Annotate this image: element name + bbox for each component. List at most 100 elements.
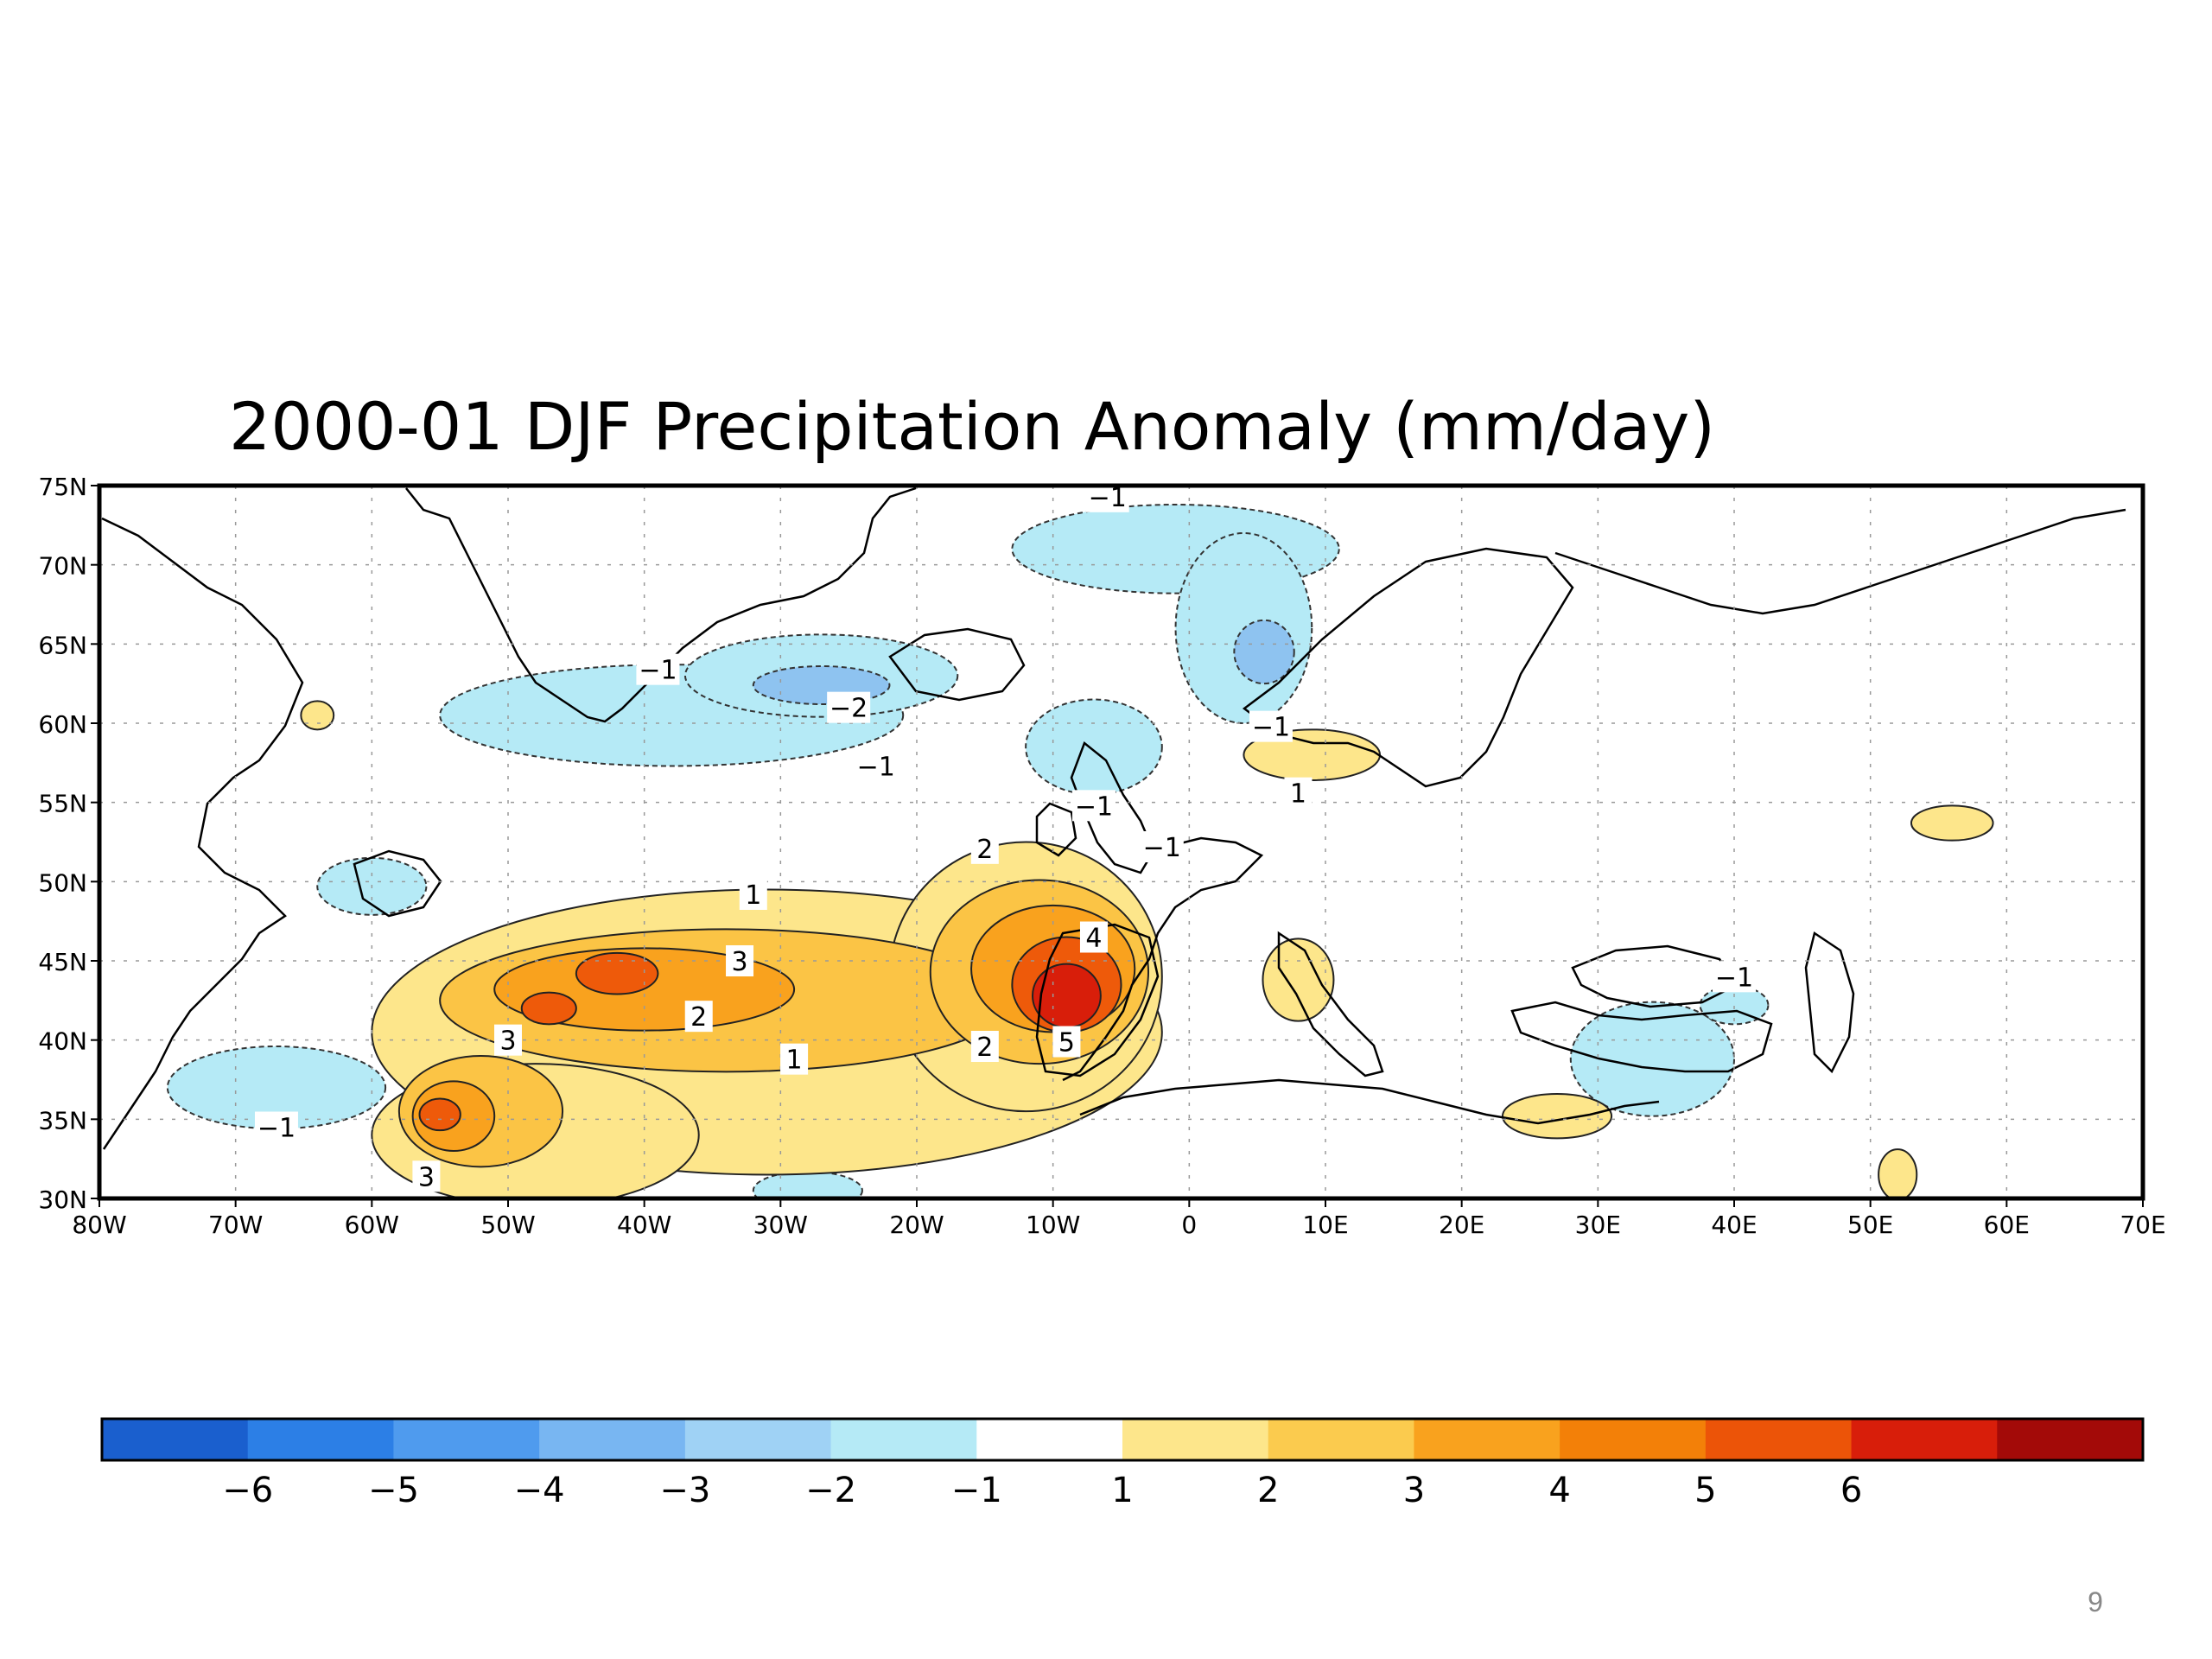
- lat-tick-label-6: 45N: [38, 948, 87, 976]
- contour-label-10: 3: [731, 947, 747, 977]
- colorbar-swatch-8: [1268, 1419, 1414, 1460]
- contour-label-box-17: [1713, 961, 1756, 993]
- lon-tick-label-5: 30W: [753, 1211, 808, 1239]
- contour-label-box-2: [827, 691, 871, 723]
- contour-label-8: 2: [976, 835, 993, 865]
- colorbar-swatch-9: [1414, 1419, 1560, 1460]
- coastlines: [101, 486, 2126, 1150]
- contour-label-4: −1: [1075, 791, 1113, 822]
- contour-label-11: 2: [690, 1002, 707, 1033]
- contour-label-2: −2: [830, 694, 868, 724]
- anomaly-region-5: [1233, 619, 1295, 685]
- contour-label-box-5: [1140, 831, 1184, 862]
- contour-label-box-18: [254, 1111, 298, 1143]
- colorbar-label-9: 4: [1548, 1471, 1570, 1510]
- colorbar-swatch-1: [247, 1419, 394, 1460]
- lon-tick-label-15: 70E: [2120, 1211, 2165, 1239]
- colorbar-label-1: −5: [368, 1471, 419, 1510]
- colorbar-label-10: 5: [1694, 1471, 1716, 1510]
- lon-tick-label-13: 50E: [1847, 1211, 1893, 1239]
- colorbar-swatch-6: [976, 1419, 1123, 1460]
- coastline-black-sea: [1571, 944, 1738, 1008]
- map-frame: [97, 483, 2145, 1201]
- contour-label-box-11: [684, 1001, 713, 1033]
- contour-label-box-6: [1249, 710, 1293, 742]
- lat-tick-label-5: 50N: [38, 868, 87, 897]
- anomaly-region-6: [1025, 698, 1163, 796]
- lon-tick-label-0: 80W: [72, 1211, 126, 1239]
- contour-label-7: 1: [1290, 779, 1306, 810]
- coastline-greece-turkey: [1510, 1001, 1773, 1073]
- lat-tick-label-8: 35N: [38, 1106, 87, 1135]
- page-number: 9: [2088, 1586, 2103, 1618]
- colorbar-label-8: 3: [1403, 1471, 1425, 1510]
- colorbar-label-0: −6: [222, 1471, 273, 1510]
- coastline-russia-north: [1554, 508, 2126, 615]
- lon-tick-label-9: 10E: [1302, 1211, 1348, 1239]
- lat-tick-label-2: 65N: [38, 631, 87, 659]
- coastline-greenland: [405, 486, 917, 723]
- colorbar-swatch-7: [1122, 1419, 1269, 1460]
- colorbar-label-4: −2: [805, 1471, 856, 1510]
- coastline-europe-west: [1062, 836, 1264, 1082]
- contour-label-13: 1: [786, 1046, 803, 1076]
- lon-tick-label-3: 50W: [480, 1211, 535, 1239]
- lon-tick-label-1: 70W: [208, 1211, 263, 1239]
- contour-label-box-9: [739, 879, 767, 910]
- lon-tick-label-4: 40W: [617, 1211, 671, 1239]
- lat-tick-label-1: 70N: [38, 552, 87, 581]
- contour-label-19: 3: [418, 1162, 435, 1192]
- colorbar-swatch-12: [1851, 1419, 1998, 1460]
- contour-label-box-1: [636, 653, 680, 685]
- contour-label-14: 2: [976, 1033, 993, 1063]
- contour-label-5: −1: [1143, 833, 1181, 863]
- colorbar-swatch-10: [1560, 1419, 1707, 1460]
- colorbar-swatch-2: [393, 1419, 540, 1460]
- anomaly-shading: [166, 504, 1994, 1198]
- contour-label-box-8: [970, 832, 999, 864]
- coastline-north-america: [101, 517, 304, 1150]
- anomaly-region-16: [1910, 804, 1994, 842]
- contour-label-box-16: [1052, 1026, 1081, 1058]
- anomaly-region-30: [418, 1097, 461, 1132]
- anomaly-region-15: [1501, 1093, 1613, 1140]
- contour-label-16: 5: [1058, 1028, 1075, 1058]
- map-title: 2000-01 DJF Precipitation Anomaly (mm/da…: [229, 388, 1715, 465]
- contour-label-9: 1: [745, 880, 761, 911]
- coastline-scandinavia: [1242, 547, 1574, 788]
- lon-tick-label-8: 0: [1181, 1211, 1197, 1239]
- contour-label-17: −1: [1715, 963, 1753, 993]
- anomaly-region-17: [1878, 1148, 1918, 1198]
- lat-tick-label-7: 40N: [38, 1027, 87, 1056]
- anomaly-region-9: [1569, 1001, 1736, 1117]
- lat-tick-label-0: 75N: [38, 473, 87, 501]
- lon-tick-label-7: 10W: [1026, 1211, 1080, 1239]
- coastline-caspian: [1804, 931, 1855, 1074]
- colorbar-swatch-0: [102, 1419, 249, 1460]
- longitude-axis: 80W 70W 60W 50W 40W 30W 20W 10W 0 10E 20E 30E 40E 50E…: [72, 1198, 2166, 1239]
- contour-label-6: −1: [1252, 713, 1290, 743]
- contour-label-box-15: [1079, 921, 1108, 953]
- lat-tick-label-4: 55N: [38, 790, 87, 818]
- colorbar-label-3: −3: [659, 1471, 710, 1510]
- map-gridlines: [99, 486, 2143, 1198]
- colorbar-swatch-4: [684, 1419, 832, 1460]
- contour-label-box-12: [494, 1024, 522, 1056]
- anomaly-region-28: [520, 991, 577, 1026]
- coastline-north-africa: [1079, 1078, 1660, 1125]
- lon-tick-label-14: 60E: [1984, 1211, 2030, 1239]
- colorbar-swatch-5: [830, 1419, 977, 1460]
- colorbar-swatch-11: [1705, 1419, 1853, 1460]
- anomaly-region-27: [575, 951, 659, 995]
- contour-label-box-7: [1284, 777, 1313, 809]
- colorbar-label-7: 2: [1257, 1471, 1279, 1510]
- contour-label-box-4: [1071, 790, 1116, 822]
- contour-label-box-10: [726, 945, 754, 976]
- coastline-ireland: [1035, 802, 1077, 857]
- contour-label-18: −1: [257, 1114, 296, 1144]
- lon-tick-label-12: 40E: [1711, 1211, 1757, 1239]
- contour-label-1: −1: [639, 656, 677, 686]
